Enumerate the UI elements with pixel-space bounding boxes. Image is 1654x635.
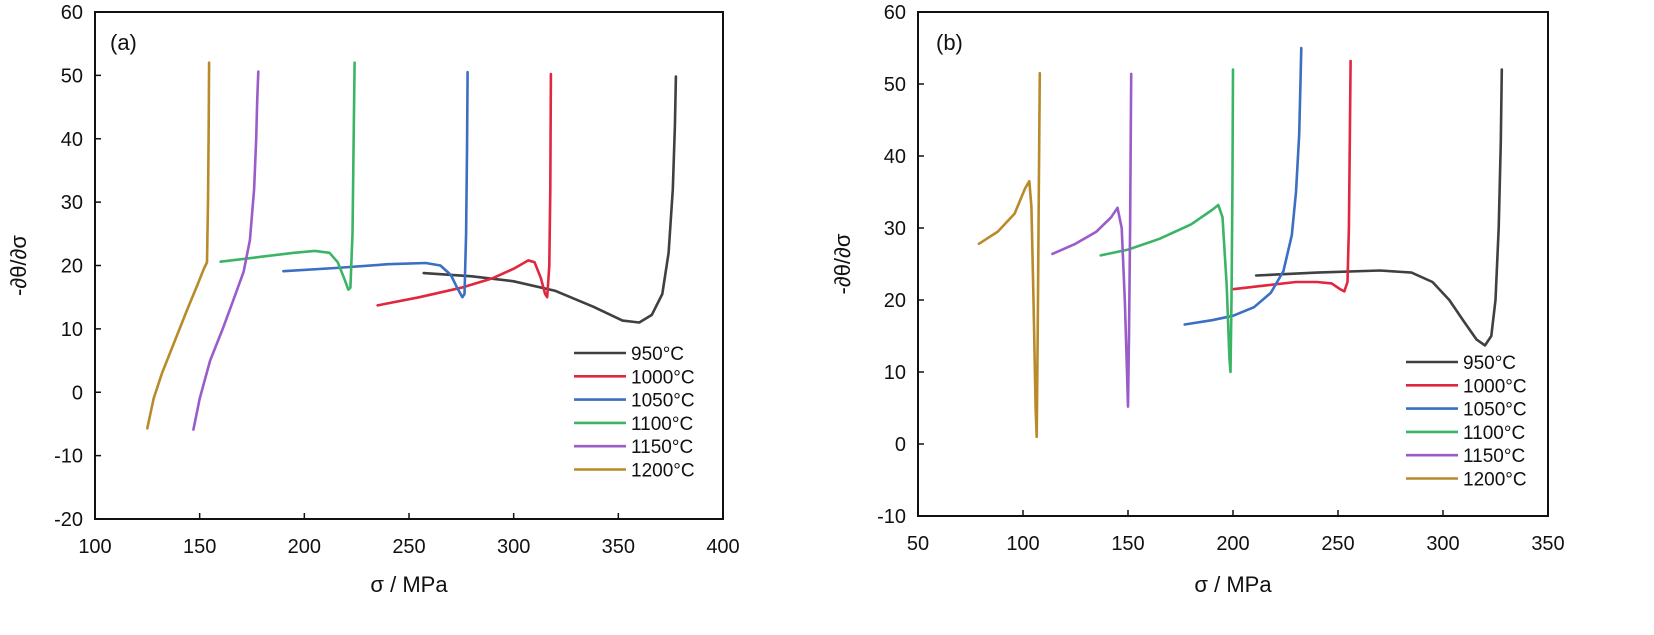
y-tick-label: 20	[61, 256, 83, 278]
series-line-1150C	[192, 70, 260, 431]
x-tick-label: 250	[1321, 533, 1354, 555]
x-tick-label: 200	[1216, 533, 1249, 555]
series-line-1000C	[376, 72, 553, 307]
series-line-1200C	[977, 71, 1042, 439]
series-line-1050C	[1183, 46, 1303, 326]
x-tick-label: 200	[288, 536, 321, 558]
series-line-950C	[422, 75, 678, 324]
series-line-1100C	[1099, 68, 1235, 374]
legend-entry: 1200°C	[1463, 470, 1527, 491]
y-tick-label: 30	[61, 192, 83, 214]
legend-entry: 1050°C	[1463, 400, 1527, 421]
chart-panel-a: 100 150 200 250 300 350 400 -20 -10 0 10 20 30 40 50 60…	[6, 2, 740, 597]
plot-frame	[94, 11, 724, 520]
y-tick-label: -20	[54, 509, 83, 531]
legend-entry: 1000°C	[1463, 376, 1527, 397]
x-tick-label: 50	[907, 533, 929, 555]
series-line-1200C	[146, 61, 211, 430]
x-tick-label: 250	[392, 536, 425, 558]
y-axis-label: -∂θ/∂σ	[6, 235, 31, 296]
y-tick-label: 0	[72, 382, 83, 404]
series-line-1100C	[219, 61, 356, 291]
y-tick-label: 0	[895, 434, 906, 456]
y-tick-label: 60	[61, 2, 83, 24]
y-tick-label: 40	[884, 146, 906, 168]
panel-label: (b)	[936, 30, 963, 55]
y-axis-label: -∂θ/∂σ	[830, 233, 855, 294]
legend-entry: 1200°C	[631, 461, 695, 482]
legend-entry: 1150°C	[1463, 446, 1525, 467]
y-tick-label: 10	[884, 362, 906, 384]
y-tick-label: 30	[884, 218, 906, 240]
legend-entry: 950°C	[1463, 353, 1516, 374]
panel-label: (a)	[110, 30, 137, 55]
x-tick-label: 400	[706, 536, 739, 558]
x-tick-label: 100	[78, 536, 111, 558]
x-tick-label: 100	[1006, 533, 1039, 555]
legend-entry: 1000°C	[631, 367, 695, 388]
y-tick-label: 60	[884, 2, 906, 24]
legend-entry: 1100°C	[631, 414, 693, 435]
x-tick-label: 300	[497, 536, 530, 558]
x-tick-label: 150	[1111, 533, 1144, 555]
y-tick-label: 50	[61, 65, 83, 87]
chart-panel-b: 50 100 150 200 250 300 350 -10 0 10 20 30 40 50 60 σ / …	[830, 2, 1565, 597]
legend-entry: 950°C	[631, 344, 684, 365]
x-tick-label: 350	[1531, 533, 1564, 555]
x-tick-label: 150	[183, 536, 216, 558]
y-tick-label: 20	[884, 290, 906, 312]
y-tick-label: 40	[61, 129, 83, 151]
legend-entry: 1050°C	[631, 391, 695, 412]
y-tick-label: -10	[877, 506, 906, 528]
y-tick-label: 50	[884, 74, 906, 96]
legend-entry: 1100°C	[1463, 423, 1525, 444]
y-tick-label: -10	[54, 446, 83, 468]
x-axis-label: σ / MPa	[370, 572, 448, 597]
x-tick-label: 300	[1426, 533, 1459, 555]
series-line-1000C	[1231, 59, 1352, 293]
x-tick-label: 350	[602, 536, 635, 558]
y-tick-label: 10	[61, 319, 83, 341]
series-line-1050C	[282, 70, 469, 299]
x-axis-label: σ / MPa	[1194, 572, 1272, 597]
series-line-950C	[1254, 68, 1504, 347]
series-line-1150C	[1051, 72, 1133, 408]
legend-entry: 1150°C	[631, 437, 693, 458]
